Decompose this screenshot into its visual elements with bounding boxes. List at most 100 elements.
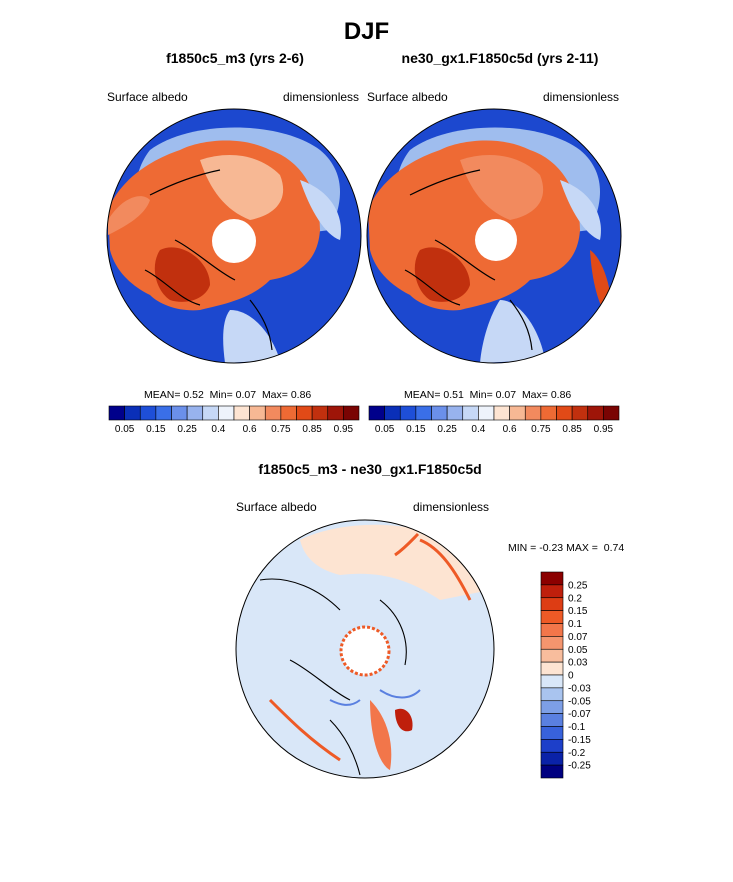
colorbar-3-tick-label: 0.15 <box>568 606 588 617</box>
panel-3-title: f1850c5_m3 - ne30_gx1.F1850c5d <box>258 461 482 477</box>
colorbar-1-tick-label: 0.75 <box>271 424 291 435</box>
colorbar-2-swatch <box>415 405 432 421</box>
colorbar-2-swatch <box>462 405 479 421</box>
colorbar-3-tick-label: -0.1 <box>568 722 586 733</box>
map-1-land-patch <box>200 155 284 220</box>
panel-3-max-value: 0.74 <box>603 542 625 554</box>
map-3-border <box>235 519 495 779</box>
colorbar-2-swatch <box>446 405 464 421</box>
colorbar-2-swatch <box>368 405 385 421</box>
colorbar-3: 0.25 0.2 0.15 0.1 0.07 0.05 0.03 0-0.03 -0.05 -0.… <box>540 571 591 779</box>
colorbar-2-tick-label: 0.25 <box>437 424 457 435</box>
colorbar-3-tick-label: -0.25 <box>568 761 591 772</box>
colorbar-3-swatch <box>540 674 564 689</box>
panel-1-title: f1850c5_m3 (yrs 2-6) <box>166 50 304 66</box>
colorbar-2-swatch <box>556 405 573 421</box>
colorbar-3-swatch <box>540 648 564 663</box>
map-1 <box>107 109 361 363</box>
map-2 <box>367 109 621 363</box>
colorbar-3-swatch <box>540 661 564 676</box>
colorbar-3-swatch <box>540 636 564 650</box>
map-1-alaska <box>108 196 150 235</box>
colorbar-3-swatch <box>540 623 564 637</box>
colorbar-3-tick-label: 0.1 <box>568 619 582 630</box>
colorbar-2-tick-label: 0.6 <box>503 424 517 435</box>
colorbar-2-swatch <box>509 405 526 421</box>
panel-3-units-label: dimensionless <box>413 500 490 514</box>
map-2-coastlines <box>404 169 533 351</box>
colorbar-1-tick-label: 0.25 <box>177 424 197 435</box>
colorbar-1-swatch <box>280 405 297 421</box>
colorbar-2-tick-label: 0.85 <box>562 424 582 435</box>
colorbar-2-tick-label: 0.15 <box>406 424 426 435</box>
colorbar-2-swatch <box>540 405 557 421</box>
colorbar-1-tick-label: 0.05 <box>115 424 135 435</box>
colorbar-3-swatch <box>540 584 564 599</box>
panel-1-mean-label: MEAN= <box>144 389 181 401</box>
colorbar-1-swatch <box>202 405 219 421</box>
map-2-land-patch <box>460 155 544 220</box>
map-3 <box>236 520 494 778</box>
map-3-negative-streaks <box>329 689 421 706</box>
map-1-siberia-margin <box>300 180 341 240</box>
panel-1-min-label: Min= <box>209 389 233 401</box>
colorbar-1-swatch <box>139 405 157 421</box>
colorbar-3-tick-label: 0.25 <box>568 580 588 591</box>
colorbar-1: 0.05 0.15 0.25 0.4 0.6 0.75 0.85 0.95 <box>108 405 360 435</box>
panel-2-min-value: 0.07 <box>495 389 517 401</box>
panel-3-min-label: MIN = <box>508 542 537 554</box>
colorbar-2-tick-label: 0.4 <box>471 424 485 435</box>
map-1-pole-hole <box>212 219 256 263</box>
colorbar-2-swatch <box>587 405 604 421</box>
colorbar-3-tick-label: 0.07 <box>568 632 588 643</box>
panel-1-stats: MEAN= 0.52 Min= 0.07 Max= 0.86 <box>144 389 311 401</box>
colorbar-2-swatch <box>493 405 510 421</box>
colorbar-1-swatch <box>108 405 125 421</box>
colorbar-1-tick-label: 0.6 <box>243 424 257 435</box>
colorbar-3-swatch <box>540 610 564 624</box>
colorbar-3-swatch <box>540 700 564 714</box>
panel-2-title: ne30_gx1.F1850c5d (yrs 2-11) <box>401 50 599 66</box>
panel-2-min-label: Min= <box>469 389 493 401</box>
panel-3-stats: MIN = -0.23 MAX = 0.74 <box>508 542 624 554</box>
colorbar-1-swatch <box>249 405 266 421</box>
colorbar-3-swatch <box>540 726 564 740</box>
colorbar-2-swatch <box>603 405 620 421</box>
colorbar-1-tick-label: 0.4 <box>211 424 225 435</box>
colorbar-1-swatch <box>233 405 250 421</box>
panel-2-max-value: 0.86 <box>550 389 572 401</box>
panel-1-min-value: 0.07 <box>235 389 257 401</box>
colorbar-3-swatch <box>540 713 564 727</box>
panel-1-max-label: Max= <box>261 389 288 401</box>
colorbar-3-swatch <box>540 687 564 702</box>
colorbar-1-swatch <box>186 405 204 421</box>
colorbar-1-swatch <box>343 405 360 421</box>
panel-2-stats: MEAN= 0.51 Min= 0.07 Max= 0.86 <box>404 389 571 401</box>
map-2-border <box>366 108 622 364</box>
panel-1-variable-label: Surface albedo <box>107 90 188 104</box>
map-2-greenland <box>414 247 470 302</box>
map-1-coastlines <box>144 169 273 351</box>
colorbar-1-tick-label: 0.15 <box>146 424 166 435</box>
colorbar-2-tick-label: 0.75 <box>531 424 551 435</box>
colorbar-1-swatch <box>327 405 344 421</box>
colorbar-1-swatch <box>171 405 188 421</box>
colorbar-3-swatch <box>540 751 564 766</box>
map-2-europe-low <box>480 300 545 363</box>
map-3-coastlines <box>259 578 407 776</box>
map-2-siberia-margin <box>560 180 601 240</box>
colorbar-2-tick-label: 0.05 <box>375 424 395 435</box>
colorbar-1-swatch <box>124 405 141 421</box>
panel-1-mean-value: 0.52 <box>183 389 204 401</box>
colorbar-2-swatch <box>384 405 401 421</box>
colorbar-3-tick-label: -0.2 <box>568 748 586 759</box>
colorbar-1-tick-label: 0.95 <box>334 424 354 435</box>
colorbar-3-tick-label: 0.2 <box>568 593 582 604</box>
panel-2-mean-label: MEAN= <box>404 389 441 401</box>
panel-3-min-value: -0.23 <box>539 542 564 554</box>
map-1-europe-low <box>223 310 280 363</box>
colorbar-3-swatch <box>540 764 564 779</box>
panel-2-max-label: Max= <box>521 389 548 401</box>
colorbar-1-swatch <box>296 405 313 421</box>
